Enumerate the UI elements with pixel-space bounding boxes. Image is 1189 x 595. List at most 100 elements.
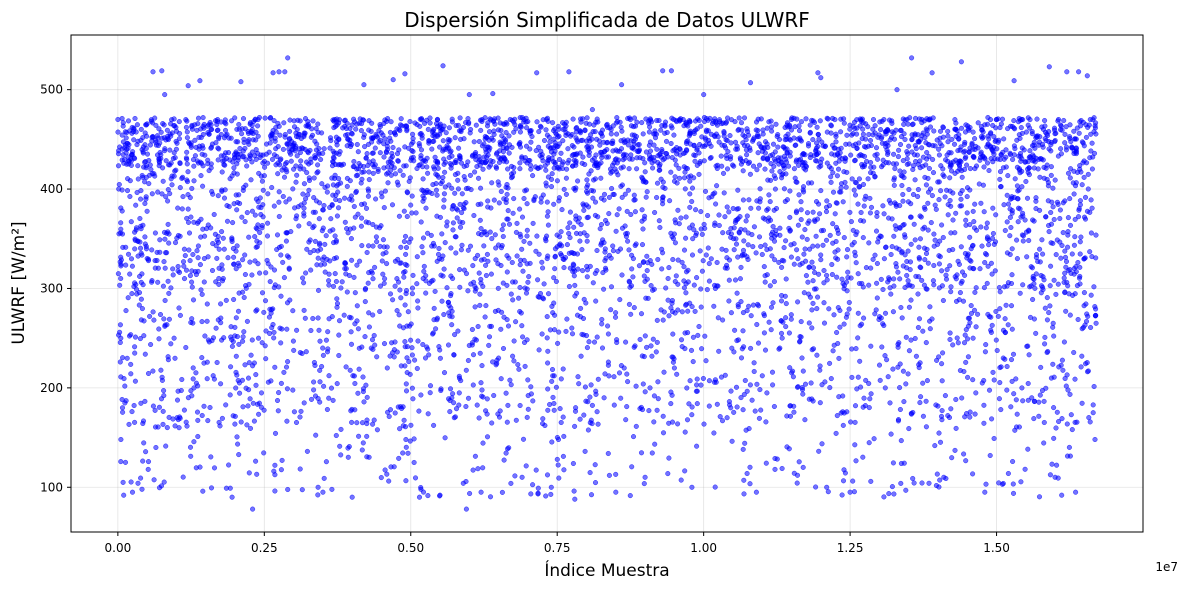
data-point	[947, 263, 952, 268]
data-point	[940, 351, 945, 356]
data-point	[742, 478, 747, 483]
data-point	[474, 123, 479, 128]
data-point	[501, 223, 506, 228]
data-point	[365, 250, 370, 255]
data-point	[813, 219, 818, 224]
data-point	[943, 393, 948, 398]
data-point	[1088, 155, 1093, 160]
data-point	[344, 272, 349, 277]
data-point	[1015, 256, 1020, 261]
data-point	[339, 286, 344, 291]
data-point	[626, 143, 631, 148]
data-point	[399, 245, 404, 250]
data-point	[389, 156, 394, 161]
data-point	[329, 216, 334, 221]
data-point	[1089, 231, 1094, 236]
data-point	[478, 158, 483, 163]
data-point	[355, 142, 360, 147]
data-point	[1092, 384, 1097, 389]
data-point	[1023, 467, 1028, 472]
data-point	[592, 340, 597, 345]
data-point	[948, 331, 953, 336]
data-point	[801, 184, 806, 189]
data-point	[845, 133, 850, 138]
data-point	[1016, 197, 1021, 202]
data-point	[757, 416, 762, 421]
data-point	[299, 409, 304, 414]
data-point	[223, 403, 228, 408]
data-point	[887, 491, 892, 496]
data-point	[322, 146, 327, 151]
data-point	[748, 465, 753, 470]
data-point	[450, 391, 455, 396]
data-point	[166, 137, 171, 142]
data-point	[478, 292, 483, 297]
data-point	[451, 228, 456, 233]
data-point	[521, 437, 526, 442]
data-point	[120, 355, 125, 360]
data-point	[129, 480, 134, 485]
data-point	[808, 123, 813, 128]
data-point	[763, 167, 768, 172]
data-point	[998, 177, 1003, 182]
data-point	[526, 378, 531, 383]
data-point	[507, 222, 512, 227]
data-point	[380, 259, 385, 264]
data-point	[811, 265, 816, 270]
data-point	[705, 287, 710, 292]
data-point	[128, 362, 133, 367]
data-point	[892, 176, 897, 181]
data-point	[383, 468, 388, 473]
data-point	[645, 189, 650, 194]
data-point	[411, 159, 416, 164]
data-point	[370, 313, 375, 318]
data-point	[788, 215, 793, 220]
data-point	[501, 281, 506, 286]
data-point	[501, 234, 506, 239]
data-point	[799, 319, 804, 324]
data-point	[218, 424, 223, 429]
data-point	[566, 231, 571, 236]
data-point	[359, 202, 364, 207]
data-point	[356, 434, 361, 439]
data-point	[834, 275, 839, 280]
data-point	[853, 443, 858, 448]
data-point	[227, 204, 232, 209]
data-point	[132, 420, 137, 425]
data-point	[628, 493, 633, 498]
data-point	[546, 291, 551, 296]
data-point	[399, 296, 404, 301]
data-point	[366, 128, 371, 133]
data-point	[959, 245, 964, 250]
data-point	[669, 390, 674, 395]
data-point	[152, 318, 157, 323]
data-point	[1061, 118, 1066, 123]
data-point	[739, 265, 744, 270]
data-point	[502, 197, 507, 202]
data-point	[366, 194, 371, 199]
data-point	[129, 163, 134, 168]
data-point	[347, 444, 352, 449]
data-point	[188, 445, 193, 450]
data-point	[699, 209, 704, 214]
data-point	[703, 334, 708, 339]
data-point	[1010, 211, 1015, 216]
data-point	[794, 158, 799, 163]
data-point	[419, 148, 424, 153]
data-point	[1080, 182, 1085, 187]
data-point	[1089, 293, 1094, 298]
data-point	[988, 328, 993, 333]
data-point	[718, 414, 723, 419]
data-point	[548, 140, 553, 145]
data-point	[509, 175, 514, 180]
data-point	[997, 285, 1002, 290]
data-point	[629, 153, 634, 158]
data-point	[983, 157, 988, 162]
data-point	[741, 329, 746, 334]
data-point	[636, 143, 641, 148]
data-point	[280, 168, 285, 173]
data-point	[1037, 247, 1042, 252]
data-point	[1030, 218, 1035, 223]
data-point	[234, 139, 239, 144]
data-point	[482, 244, 487, 249]
